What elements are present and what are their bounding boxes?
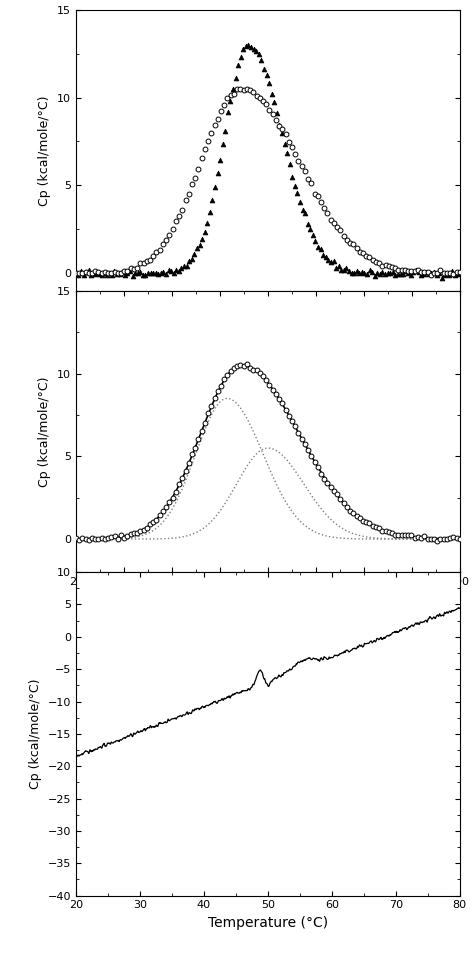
X-axis label: Temperature (°C): Temperature (°C): [208, 916, 328, 930]
Y-axis label: Cp (kcal/mole/°C): Cp (kcal/mole/°C): [38, 377, 51, 486]
Y-axis label: Cp (kcal/mole/°C): Cp (kcal/mole/°C): [29, 679, 42, 789]
Y-axis label: Cp (kcal/mole/°C): Cp (kcal/mole/°C): [38, 95, 51, 205]
X-axis label: Temperature (°C): Temperature (°C): [208, 592, 328, 607]
